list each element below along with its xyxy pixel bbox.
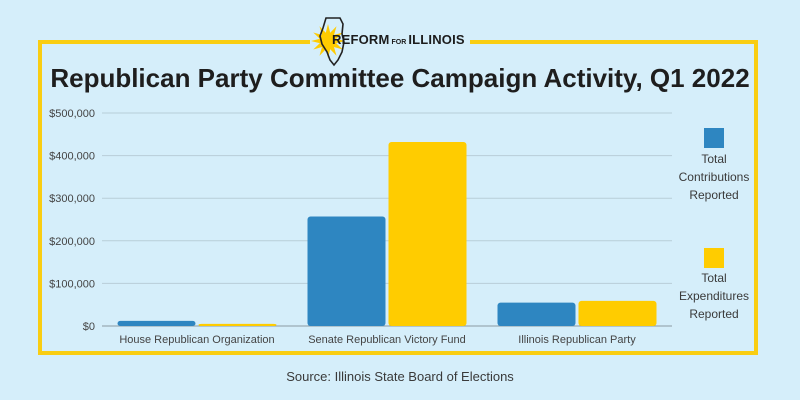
x-tick-label: Illinois Republican Party: [518, 334, 636, 346]
y-tick-label: $400,000: [49, 151, 95, 163]
bar-expenditures: [198, 323, 277, 326]
x-tick-label: Senate Republican Victory Fund: [308, 334, 466, 346]
legend-label-expenditures: Total Expenditures Reported: [678, 271, 750, 321]
source-note: Source: Illinois State Board of Election…: [286, 369, 514, 384]
legend-label-contributions: Total Contributions Reported: [678, 152, 750, 202]
logo-for: FOR: [391, 39, 407, 46]
chart-title: Republican Party Committee Campaign Acti…: [50, 63, 750, 93]
bar-expenditures: [578, 300, 657, 326]
logo-text: REFORM FOR ILLINOIS: [332, 31, 465, 49]
bar-contributions: [307, 216, 386, 326]
sun-map-icon: [311, 17, 345, 67]
bar-contributions: [497, 302, 576, 326]
y-tick-label: $0: [83, 321, 95, 333]
logo-reform: REFORM: [332, 32, 390, 47]
bar-expenditures: [388, 141, 467, 326]
y-tick-label: $100,000: [49, 278, 95, 290]
x-tick-label: House Republican Organization: [119, 334, 274, 346]
y-tick-label: $500,000: [49, 108, 95, 120]
legend-swatch-contributions: [704, 128, 724, 148]
bar-contributions: [117, 320, 196, 326]
logo-illinois: ILLINOIS: [408, 32, 465, 47]
legend-swatch-expenditures: [704, 248, 724, 268]
y-tick-label: $300,000: [49, 193, 95, 205]
logo: [310, 14, 470, 68]
y-tick-label: $200,000: [49, 236, 95, 248]
